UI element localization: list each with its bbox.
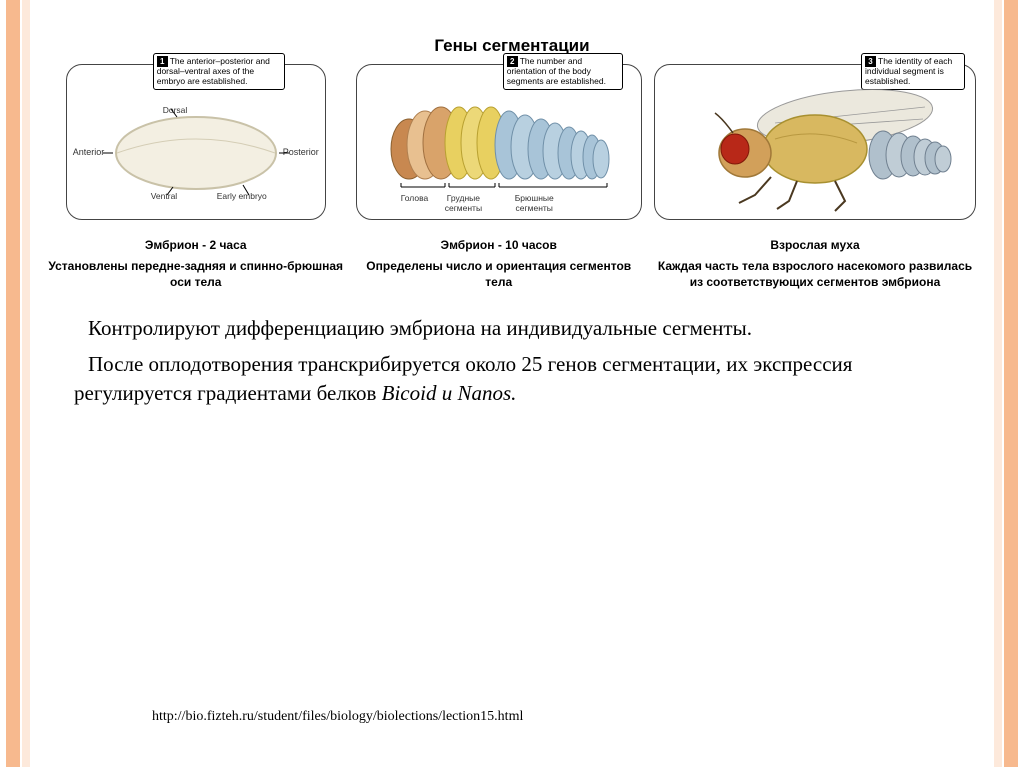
decor-stripe-right-2 <box>994 0 1002 767</box>
adult-fly-svg <box>655 65 975 219</box>
label-thoracic: Грудные сегменты <box>445 193 482 213</box>
stage-desc-2: Определены число и ориентация сегментов … <box>353 258 644 290</box>
stage-desc-1: Установлены передне-задняя и спинно-брюш… <box>48 258 343 290</box>
decor-stripe-right-1 <box>1004 0 1018 767</box>
body-p1: Контролируют дифференциацию эмбриона на … <box>74 314 950 343</box>
embryo-10h-svg <box>357 65 641 219</box>
panel-2-wrap: 2The number and orientation of the body … <box>353 64 644 290</box>
content-area: Гены сегментации 1The anterior–posterior… <box>44 0 980 767</box>
slide-frame: Гены сегментации 1The anterior–posterior… <box>0 0 1024 767</box>
decor-stripe-left-2 <box>22 0 30 767</box>
panel-1-wrap: 1The anterior–posterior and dorsal–ventr… <box>48 64 343 290</box>
panel-1: 1The anterior–posterior and dorsal–ventr… <box>66 64 326 220</box>
body-p2: После оплодотворения транскрибируется ок… <box>74 350 950 409</box>
stage-desc-3: Каждая часть тела взрослого насекомого р… <box>655 258 975 290</box>
stage-title-2: Эмбрион - 10 часов <box>441 238 557 252</box>
embryo-2h-svg <box>67 65 325 219</box>
panel-2: 2The number and orientation of the body … <box>356 64 642 220</box>
panel-3-wrap: 3The identity of each individual segment… <box>654 64 976 290</box>
diagram-row: 1The anterior–posterior and dorsal–ventr… <box>44 64 980 290</box>
label-abdominal: Брюшные сегменты <box>515 193 554 213</box>
decor-stripe-left-1 <box>6 0 20 767</box>
panel-3: 3The identity of each individual segment… <box>654 64 976 220</box>
body-p2-italic: Bicoid и Nanos. <box>382 381 517 405</box>
label-head: Голова <box>401 193 429 203</box>
stage-title-1: Эмбрион - 2 часа <box>145 238 247 252</box>
stage-title-3: Взрослая муха <box>770 238 859 252</box>
body-text: Контролируют дифференциацию эмбриона на … <box>74 314 950 408</box>
source-url: http://bio.fizteh.ru/student/files/biolo… <box>152 709 523 725</box>
